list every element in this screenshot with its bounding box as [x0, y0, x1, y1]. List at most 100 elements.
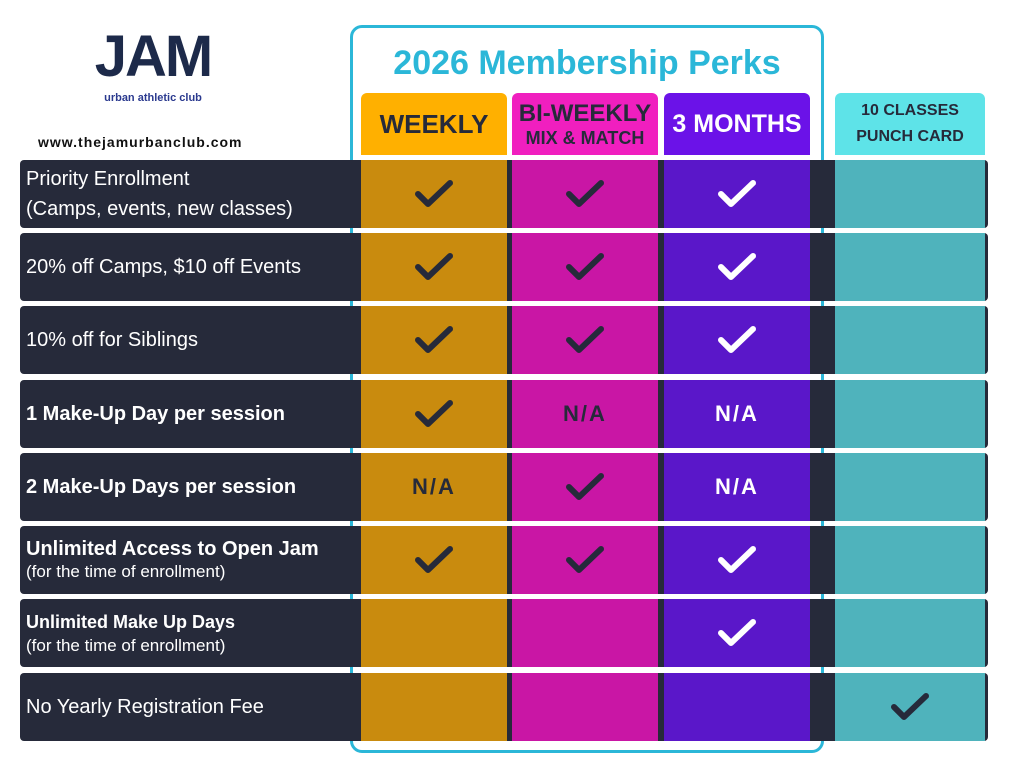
header-weekly: WEEKLY	[361, 93, 507, 155]
cell: N/A	[664, 380, 810, 448]
checkmark-stroke	[566, 546, 604, 573]
cell	[835, 453, 985, 521]
cell	[361, 233, 507, 301]
title: 2026 Membership Perks	[393, 44, 781, 82]
row-label: 2 Make-Up Days per session	[26, 453, 346, 521]
checkmark	[415, 400, 453, 427]
row-label: Unlimited Make Up Days (for the time of e…	[26, 599, 346, 667]
checkmark	[891, 693, 929, 720]
row-label: No Yearly Registration Fee	[26, 673, 346, 741]
checkmark	[718, 326, 756, 353]
checkmark-stroke	[891, 693, 929, 720]
checkmark-stroke	[415, 253, 453, 280]
checkmark	[415, 326, 453, 353]
header-text: BI-WEEKLY	[518, 99, 652, 127]
cell	[512, 526, 658, 594]
cell	[835, 160, 985, 228]
cell	[664, 599, 810, 667]
cell	[361, 599, 507, 667]
checkmark	[566, 326, 604, 353]
label: Priority Enrollment	[26, 168, 190, 190]
header-text: PUNCH CARD	[856, 128, 964, 145]
row-label: 10% off for Siblings	[26, 306, 346, 374]
checkmark-stroke	[718, 326, 756, 353]
header-text: 3 MONTHS	[672, 109, 802, 138]
cell	[512, 453, 658, 521]
label: Unlimited Access to Open Jam	[26, 538, 319, 560]
note: (Camps, events, new classes)	[26, 198, 293, 220]
header-punch-card: 10 CLASSES PUNCH CARD	[835, 93, 985, 155]
checkmark-stroke	[566, 253, 604, 280]
cell: N/A	[664, 453, 810, 521]
label: No Yearly Registration Fee	[26, 696, 264, 718]
logo-tagline: urban athletic club	[104, 92, 202, 104]
header-text: WEEKLY	[379, 108, 489, 139]
row-label: 20% off Camps, $10 off Events	[26, 233, 346, 301]
cell	[361, 526, 507, 594]
row-label: Unlimited Access to Open Jam (for the tim…	[26, 526, 346, 594]
checkmark-stroke	[566, 180, 604, 207]
cell: N/A	[512, 380, 658, 448]
logo: JAM urban athletic club	[88, 22, 218, 104]
row-label: 1 Make-Up Day per session	[26, 380, 346, 448]
checkmark-stroke	[415, 546, 453, 573]
checkmark-stroke	[415, 326, 453, 353]
checkmark	[415, 253, 453, 280]
checkmark	[566, 180, 604, 207]
checkmark	[415, 546, 453, 573]
cell	[835, 526, 985, 594]
label: Unlimited Make Up Days	[26, 612, 236, 632]
cell	[512, 160, 658, 228]
checkmark	[718, 253, 756, 280]
label: 1 Make-Up Day per session	[26, 403, 285, 425]
cell	[512, 673, 658, 741]
checkmark-stroke	[566, 473, 604, 500]
label: 10% off for Siblings	[26, 329, 198, 351]
label: 20% off Camps, $10 off Events	[26, 256, 301, 278]
checkmark	[566, 473, 604, 500]
na: N/A	[715, 474, 759, 499]
logo-text: JAM	[94, 24, 213, 89]
checkmark-stroke	[566, 326, 604, 353]
header-bi-weekly: BI-WEEKLY MIX & MATCH	[512, 93, 658, 155]
checkmark	[415, 180, 453, 207]
cell	[361, 306, 507, 374]
cell	[835, 599, 985, 667]
cell	[664, 160, 810, 228]
note: (for the time of enrollment)	[26, 562, 226, 581]
checkmark-stroke	[415, 400, 453, 427]
checkmark	[566, 253, 604, 280]
cell	[512, 599, 658, 667]
checkmark	[718, 180, 756, 207]
checkmark-stroke	[718, 180, 756, 207]
na: N/A	[563, 401, 607, 426]
cell	[361, 380, 507, 448]
header-3-months: 3 MONTHS	[664, 93, 810, 155]
checkmark-stroke	[718, 253, 756, 280]
cell	[664, 526, 810, 594]
cell	[835, 380, 985, 448]
header-text: 10 CLASSES	[861, 102, 959, 119]
cell	[361, 673, 507, 741]
na: N/A	[412, 474, 456, 499]
cell	[361, 160, 507, 228]
cell	[664, 673, 810, 741]
note: (for the time of enrollment)	[26, 636, 226, 655]
header-subtext: MIX & MATCH	[525, 127, 645, 148]
na: N/A	[715, 401, 759, 426]
cell	[835, 306, 985, 374]
cell	[835, 673, 985, 741]
checkmark-stroke	[718, 619, 756, 646]
cell	[664, 233, 810, 301]
checkmark	[718, 546, 756, 573]
cell	[512, 306, 658, 374]
cell: N/A	[361, 453, 507, 521]
checkmark	[718, 619, 756, 646]
website: www.thejamurbanclub.com	[38, 134, 243, 150]
cell	[835, 233, 985, 301]
checkmark-stroke	[718, 546, 756, 573]
cell	[664, 306, 810, 374]
cell	[512, 233, 658, 301]
row-label: Priority Enrollment (Camps, events, new c…	[26, 160, 346, 228]
checkmark-stroke	[415, 180, 453, 207]
